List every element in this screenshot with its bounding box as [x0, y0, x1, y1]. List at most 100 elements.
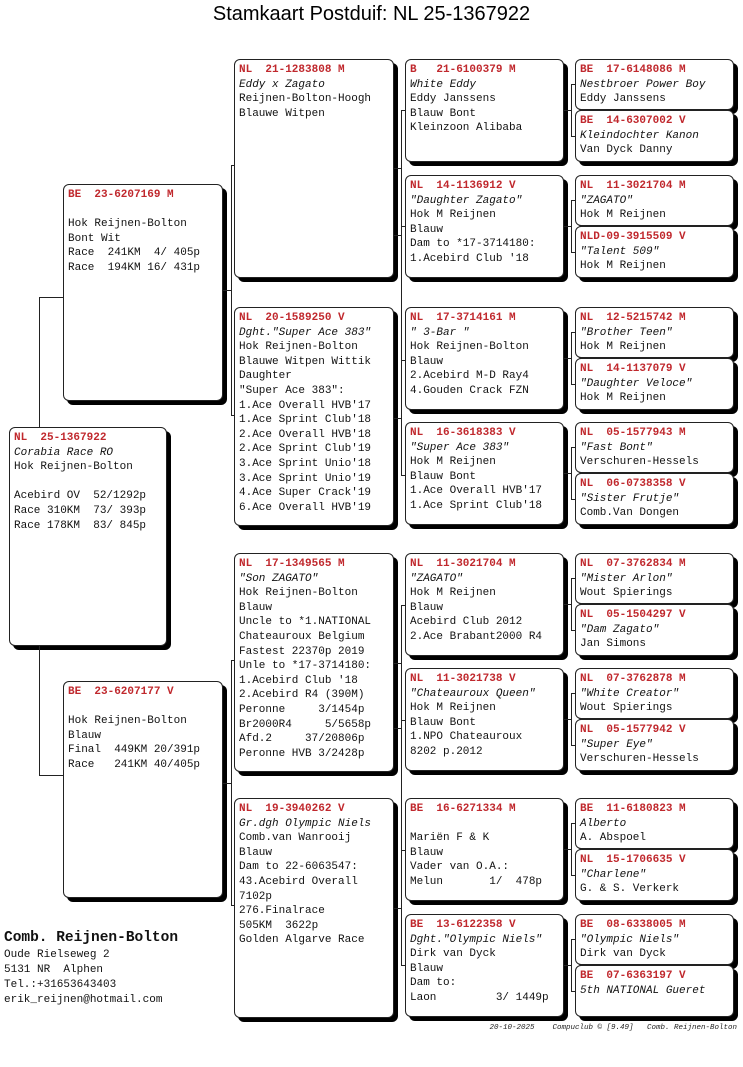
ring-number: BE 16-6271334 M — [410, 803, 516, 815]
card-line: Race 310KM 73/ 393p — [14, 504, 147, 517]
ancestor-card[interactable]: NLD-09-3915509 V "Talent 509" Hok M Reijne… — [575, 226, 734, 278]
bird-name: "Fast Bont" — [580, 441, 653, 454]
card-line: Unle to *17-3714180: — [239, 660, 372, 673]
connector-line — [231, 660, 232, 905]
ancestor-card[interactable]: B 21-6100379 M White Eddy Eddy Janssens Bla… — [405, 59, 564, 162]
ancestor-card[interactable]: BE 11-6180823 M Alberto A. Abspoel — [575, 798, 734, 849]
connector-line — [571, 447, 575, 448]
card-line: Daughter — [239, 370, 292, 383]
ring-number: NL 16-3618383 V — [410, 427, 516, 439]
card-line: Dirk van Dyck — [410, 948, 496, 961]
ancestor-card[interactable]: BE 14-6307002 V Kleindochter Kanon Van Dyc… — [575, 110, 734, 162]
card-line: Peronne 3/1454p — [239, 703, 365, 716]
connector-line — [401, 360, 402, 475]
ancestor-card[interactable]: NL 17-3714161 M " 3-Bar " Hok Reijnen-Bolt… — [405, 307, 564, 410]
ancestor-card[interactable]: NL 05-1504297 V "Dam Zagato" Jan Simons — [575, 604, 734, 656]
ancestor-card[interactable]: BE 07-6363197 V 5th NATIONAL Gueret — [575, 965, 734, 1017]
connector-line — [571, 578, 572, 630]
card-line: Van Dyck Danny — [580, 144, 673, 157]
bird-name: Dght."Olympic Niels" — [410, 933, 543, 946]
card-line: Hok M Reijnen — [410, 587, 496, 600]
bird-name: "Super Eye" — [580, 738, 653, 751]
ancestor-card[interactable]: NL 21-1283808 M Eddy x Zagato Reijnen-Bolt… — [234, 59, 394, 278]
bird-name: Kleindochter Kanon — [580, 129, 699, 142]
ancestor-card[interactable]: NL 20-1589250 V Dght."Super Ace 383" Hok R… — [234, 307, 394, 526]
sire-card[interactable]: BE 23-6207169 M Hok Reijnen-Bolton Bont Wi… — [63, 184, 223, 401]
connector-line — [563, 226, 571, 227]
card-line: 3.Ace Sprint Unio'19 — [239, 472, 372, 485]
ring-number: NL 12-5215742 M — [580, 312, 686, 324]
bird-name: "Olympic Niels" — [580, 933, 680, 946]
ancestor-card[interactable]: NL 07-3762834 M "Mister Arlon" Wout Spieri… — [575, 553, 734, 604]
card-line: 505KM 3622p — [239, 919, 319, 932]
ancestor-card[interactable]: NL 16-3618383 V "Super Ace 383" Hok M Reij… — [405, 422, 564, 525]
card-line: Hok M Reijnen — [410, 702, 496, 715]
ancestor-card[interactable]: NL 17-1349565 M "Son ZAGATO" Hok Reijnen-B… — [234, 553, 394, 772]
breeder-email[interactable]: erik_reijnen@hotmail.com — [4, 994, 163, 1006]
card-line: Comb.Van Dongen — [580, 507, 680, 520]
card-line: Eddy Janssens — [410, 93, 496, 106]
bird-name: White Eddy — [410, 78, 477, 91]
card-line: Wout Spierings — [580, 587, 673, 600]
bird-name: "Charlene" — [580, 868, 647, 881]
connector-line — [571, 939, 575, 940]
ancestor-card[interactable]: NL 05-1577942 V "Super Eye" Verschuren-Hes… — [575, 719, 734, 771]
ring-number: NL 14-1136912 V — [410, 180, 516, 192]
card-line: 6.Ace Overall HVB'19 — [239, 501, 372, 514]
card-line: Hok Reijnen-Bolton — [410, 341, 529, 354]
ancestor-card[interactable]: NL 15-1706635 V "Charlene" G. & S. Verkerk — [575, 849, 734, 901]
card-line: Hok Reijnen-Bolton — [239, 587, 358, 600]
bird-name — [68, 700, 218, 715]
card-line: Dirk van Dyck — [580, 948, 666, 961]
connector-line — [571, 823, 575, 824]
ring-number: BE 17-6148086 M — [580, 64, 686, 76]
connector-line — [223, 290, 231, 291]
ancestor-card[interactable]: NL 11-3021704 M "ZAGATO" Hok M Reijnen — [575, 175, 734, 226]
card-line: Dam to 22-6063547: — [239, 861, 358, 874]
bird-name: 5th NATIONAL Gueret — [580, 984, 706, 997]
card-line: 4.Gouden Crack FZN — [410, 384, 529, 397]
ancestor-card[interactable]: NL 19-3940262 V Gr.dgh Olympic Niels Comb.… — [234, 798, 394, 1018]
connector-line — [393, 727, 401, 729]
ring-number: BE 23-6207177 V — [68, 686, 174, 698]
ancestor-card[interactable]: NL 12-5215742 M "Brother Teen" Hok M Reijn… — [575, 307, 734, 358]
card-line: Chateauroux Belgium — [239, 630, 365, 643]
ancestor-card[interactable]: NL 11-3021738 V "Chateauroux Queen" Hok M … — [405, 668, 564, 771]
ancestor-card[interactable]: NL 05-1577943 M "Fast Bont" Verschuren-Hes… — [575, 422, 734, 473]
bird-name: "ZAGATO" — [580, 194, 633, 207]
ancestor-card[interactable]: BE 13-6122358 V Dght."Olympic Niels" Dirk … — [405, 914, 564, 1017]
ring-number: BE 13-6122358 V — [410, 919, 516, 931]
card-line — [14, 475, 162, 490]
card-line: Blauw — [68, 729, 102, 742]
ring-number: NL 25-1367922 — [14, 432, 107, 444]
connector-line — [571, 84, 572, 136]
bird-name: "Son ZAGATO" — [239, 572, 319, 585]
card-line: 1.Acebird Club '18 — [410, 252, 529, 265]
card-line: Hok Reijnen-Bolton — [239, 341, 358, 354]
card-line: Kleinzoon Alibaba — [410, 122, 523, 135]
card-line: 1.Acebird Club '18 — [239, 674, 358, 687]
connector-line — [571, 447, 572, 499]
ancestor-card[interactable]: NL 06-0738358 V "Sister Frutje" Comb.Van D… — [575, 473, 734, 525]
card-line: 2.Ace Brabant2000 R4 — [410, 630, 543, 643]
ancestor-card[interactable]: NL 14-1137079 V "Daughter Veloce" Hok M Re… — [575, 358, 734, 410]
ancestor-card[interactable]: BE 08-6338005 M "Olympic Niels" Dirk van D… — [575, 914, 734, 965]
ring-number: NL 11-3021738 V — [410, 673, 516, 685]
card-line: 2.Acebird M-D Ray4 — [410, 370, 529, 383]
card-line: Wout Spierings — [580, 702, 673, 715]
connector-line — [571, 200, 575, 201]
card-line: 43.Acebird Overall — [239, 875, 358, 888]
bird-name: "Daughter Zagato" — [410, 194, 523, 207]
bird-name: "Talent 509" — [580, 245, 660, 258]
ancestor-card[interactable]: NL 07-3762878 M "White Creator" Wout Spier… — [575, 668, 734, 719]
ring-number: NL 07-3762878 M — [580, 673, 686, 685]
connector-line — [571, 578, 575, 579]
ancestor-card[interactable]: NL 14-1136912 V "Daughter Zagato" Hok M Re… — [405, 175, 564, 278]
ancestor-card[interactable]: NL 11-3021704 M "ZAGATO" Hok M Reijnen Blau… — [405, 553, 564, 656]
dam-card[interactable]: BE 23-6207177 V Hok Reijnen-Bolton Blauw Fi… — [63, 681, 223, 898]
connector-line — [571, 745, 575, 746]
connector-line — [401, 110, 402, 226]
ancestor-card[interactable]: BE 16-6271334 M Mariën F & K Blauw Vader va… — [405, 798, 564, 901]
subject-bird-card[interactable]: NL 25-1367922 Corabia Race RO Hok Reijnen-… — [9, 427, 167, 646]
ancestor-card[interactable]: BE 17-6148086 M Nestbroer Power Boy Eddy J… — [575, 59, 734, 110]
